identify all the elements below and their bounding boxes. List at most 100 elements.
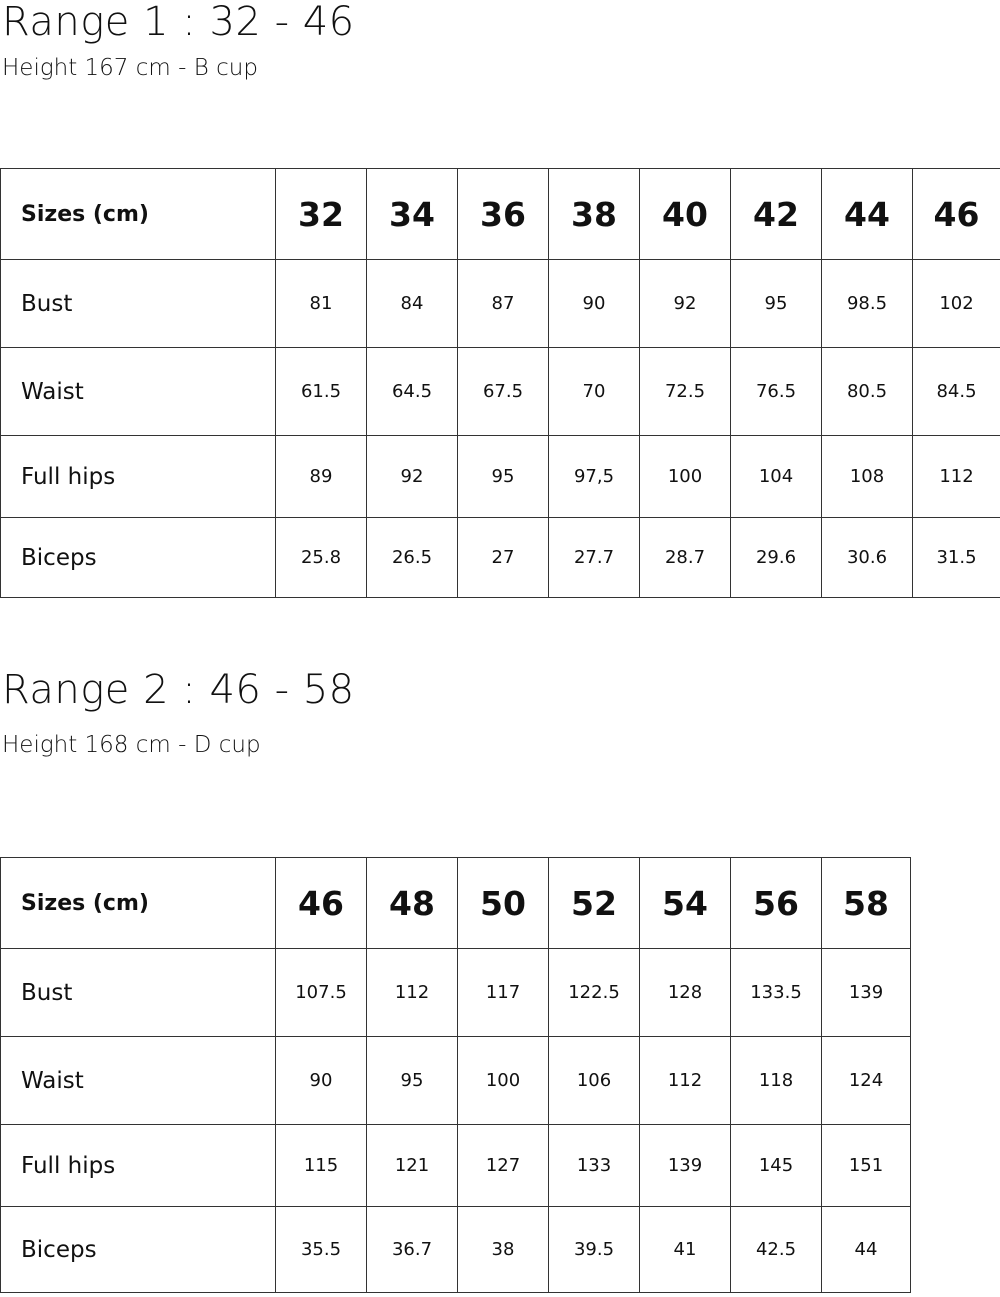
range1-title: Range 1 : 32 - 46 <box>2 0 355 45</box>
table-cell: 98.5 <box>821 259 913 348</box>
table-cell: 133.5 <box>730 948 822 1037</box>
table-cell: 139 <box>639 1124 731 1207</box>
table-cell: 117 <box>457 948 549 1037</box>
table-cell: 31.5 <box>912 517 1000 598</box>
size-header: 46 <box>912 168 1000 260</box>
table-cell: 76.5 <box>730 347 822 436</box>
table-cell: 97,5 <box>548 435 640 518</box>
table-cell: 139 <box>821 948 911 1037</box>
table-cell: 28.7 <box>639 517 731 598</box>
row-label-full-hips: Full hips <box>0 1124 276 1207</box>
table-cell: 89 <box>275 435 367 518</box>
table-cell: 133 <box>548 1124 640 1207</box>
table-cell: 90 <box>275 1036 367 1125</box>
table-cell: 84.5 <box>912 347 1000 436</box>
table-cell: 151 <box>821 1124 911 1207</box>
table-cell: 36.7 <box>366 1206 458 1293</box>
table-row: Waist 61.5 64.5 67.5 70 72.5 76.5 80.5 8… <box>0 347 1000 436</box>
table-cell: 112 <box>366 948 458 1037</box>
table-cell: 80.5 <box>821 347 913 436</box>
range2-subtitle: Height 168 cm - D cup <box>2 732 261 758</box>
table-header-row: Sizes (cm) 32 34 36 38 40 42 44 46 <box>0 168 1000 260</box>
table-cell: 118 <box>730 1036 822 1125</box>
table-cell: 121 <box>366 1124 458 1207</box>
sizes-header-label: Sizes (cm) <box>0 857 276 949</box>
table-cell: 92 <box>639 259 731 348</box>
table-cell: 100 <box>639 435 731 518</box>
table-cell: 26.5 <box>366 517 458 598</box>
table-cell: 29.6 <box>730 517 822 598</box>
row-label-waist: Waist <box>0 347 276 436</box>
table-cell: 41 <box>639 1206 731 1293</box>
range2-title: Range 2 : 46 - 58 <box>2 667 355 713</box>
row-label-waist: Waist <box>0 1036 276 1125</box>
row-label-biceps: Biceps <box>0 1206 276 1293</box>
table-cell: 67.5 <box>457 347 549 436</box>
table-cell: 100 <box>457 1036 549 1125</box>
row-label-bust: Bust <box>0 259 276 348</box>
row-label-biceps: Biceps <box>0 517 276 598</box>
table-cell: 95 <box>366 1036 458 1125</box>
table-cell: 27.7 <box>548 517 640 598</box>
size-header: 56 <box>730 857 822 949</box>
table-cell: 70 <box>548 347 640 436</box>
table-cell: 30.6 <box>821 517 913 598</box>
table-cell: 27 <box>457 517 549 598</box>
range1-subtitle: Height 167 cm - B cup <box>2 55 258 81</box>
table-row: Bust 107.5 112 117 122.5 128 133.5 139 <box>0 948 911 1037</box>
table-cell: 95 <box>457 435 549 518</box>
table-cell: 42.5 <box>730 1206 822 1293</box>
row-label-full-hips: Full hips <box>0 435 276 518</box>
table-cell: 92 <box>366 435 458 518</box>
table-cell: 25.8 <box>275 517 367 598</box>
table-cell: 128 <box>639 948 731 1037</box>
table-cell: 122.5 <box>548 948 640 1037</box>
table-cell: 35.5 <box>275 1206 367 1293</box>
table-row: Full hips 89 92 95 97,5 100 104 108 112 <box>0 435 1000 518</box>
size-header: 54 <box>639 857 731 949</box>
table-cell: 106 <box>548 1036 640 1125</box>
size-header: 34 <box>366 168 458 260</box>
table-row: Full hips 115 121 127 133 139 145 151 <box>0 1124 911 1207</box>
table-cell: 104 <box>730 435 822 518</box>
size-header: 40 <box>639 168 731 260</box>
table-cell: 145 <box>730 1124 822 1207</box>
table-cell: 115 <box>275 1124 367 1207</box>
table-cell: 44 <box>821 1206 911 1293</box>
table-row: Bust 81 84 87 90 92 95 98.5 102 <box>0 259 1000 348</box>
table-cell: 90 <box>548 259 640 348</box>
size-header: 52 <box>548 857 640 949</box>
table-cell: 61.5 <box>275 347 367 436</box>
size-header: 58 <box>821 857 911 949</box>
table-header-row: Sizes (cm) 46 48 50 52 54 56 58 <box>0 857 911 949</box>
table-cell: 112 <box>639 1036 731 1125</box>
table-cell: 112 <box>912 435 1000 518</box>
table-cell: 72.5 <box>639 347 731 436</box>
range1-size-table: Sizes (cm) 32 34 36 38 40 42 44 46 Bust … <box>0 168 1000 598</box>
table-cell: 102 <box>912 259 1000 348</box>
size-header: 44 <box>821 168 913 260</box>
table-row: Biceps 25.8 26.5 27 27.7 28.7 29.6 30.6 … <box>0 517 1000 598</box>
size-header: 38 <box>548 168 640 260</box>
size-header: 50 <box>457 857 549 949</box>
table-cell: 64.5 <box>366 347 458 436</box>
table-cell: 127 <box>457 1124 549 1207</box>
size-header: 42 <box>730 168 822 260</box>
row-label-bust: Bust <box>0 948 276 1037</box>
sizes-header-label: Sizes (cm) <box>0 168 276 260</box>
size-header: 32 <box>275 168 367 260</box>
table-cell: 38 <box>457 1206 549 1293</box>
table-cell: 124 <box>821 1036 911 1125</box>
table-cell: 95 <box>730 259 822 348</box>
table-cell: 81 <box>275 259 367 348</box>
table-row: Biceps 35.5 36.7 38 39.5 41 42.5 44 <box>0 1206 911 1293</box>
table-cell: 108 <box>821 435 913 518</box>
size-header: 46 <box>275 857 367 949</box>
table-cell: 84 <box>366 259 458 348</box>
range2-size-table: Sizes (cm) 46 48 50 52 54 56 58 Bust 107… <box>0 857 911 1293</box>
table-cell: 87 <box>457 259 549 348</box>
table-row: Waist 90 95 100 106 112 118 124 <box>0 1036 911 1125</box>
table-cell: 107.5 <box>275 948 367 1037</box>
size-header: 48 <box>366 857 458 949</box>
size-header: 36 <box>457 168 549 260</box>
